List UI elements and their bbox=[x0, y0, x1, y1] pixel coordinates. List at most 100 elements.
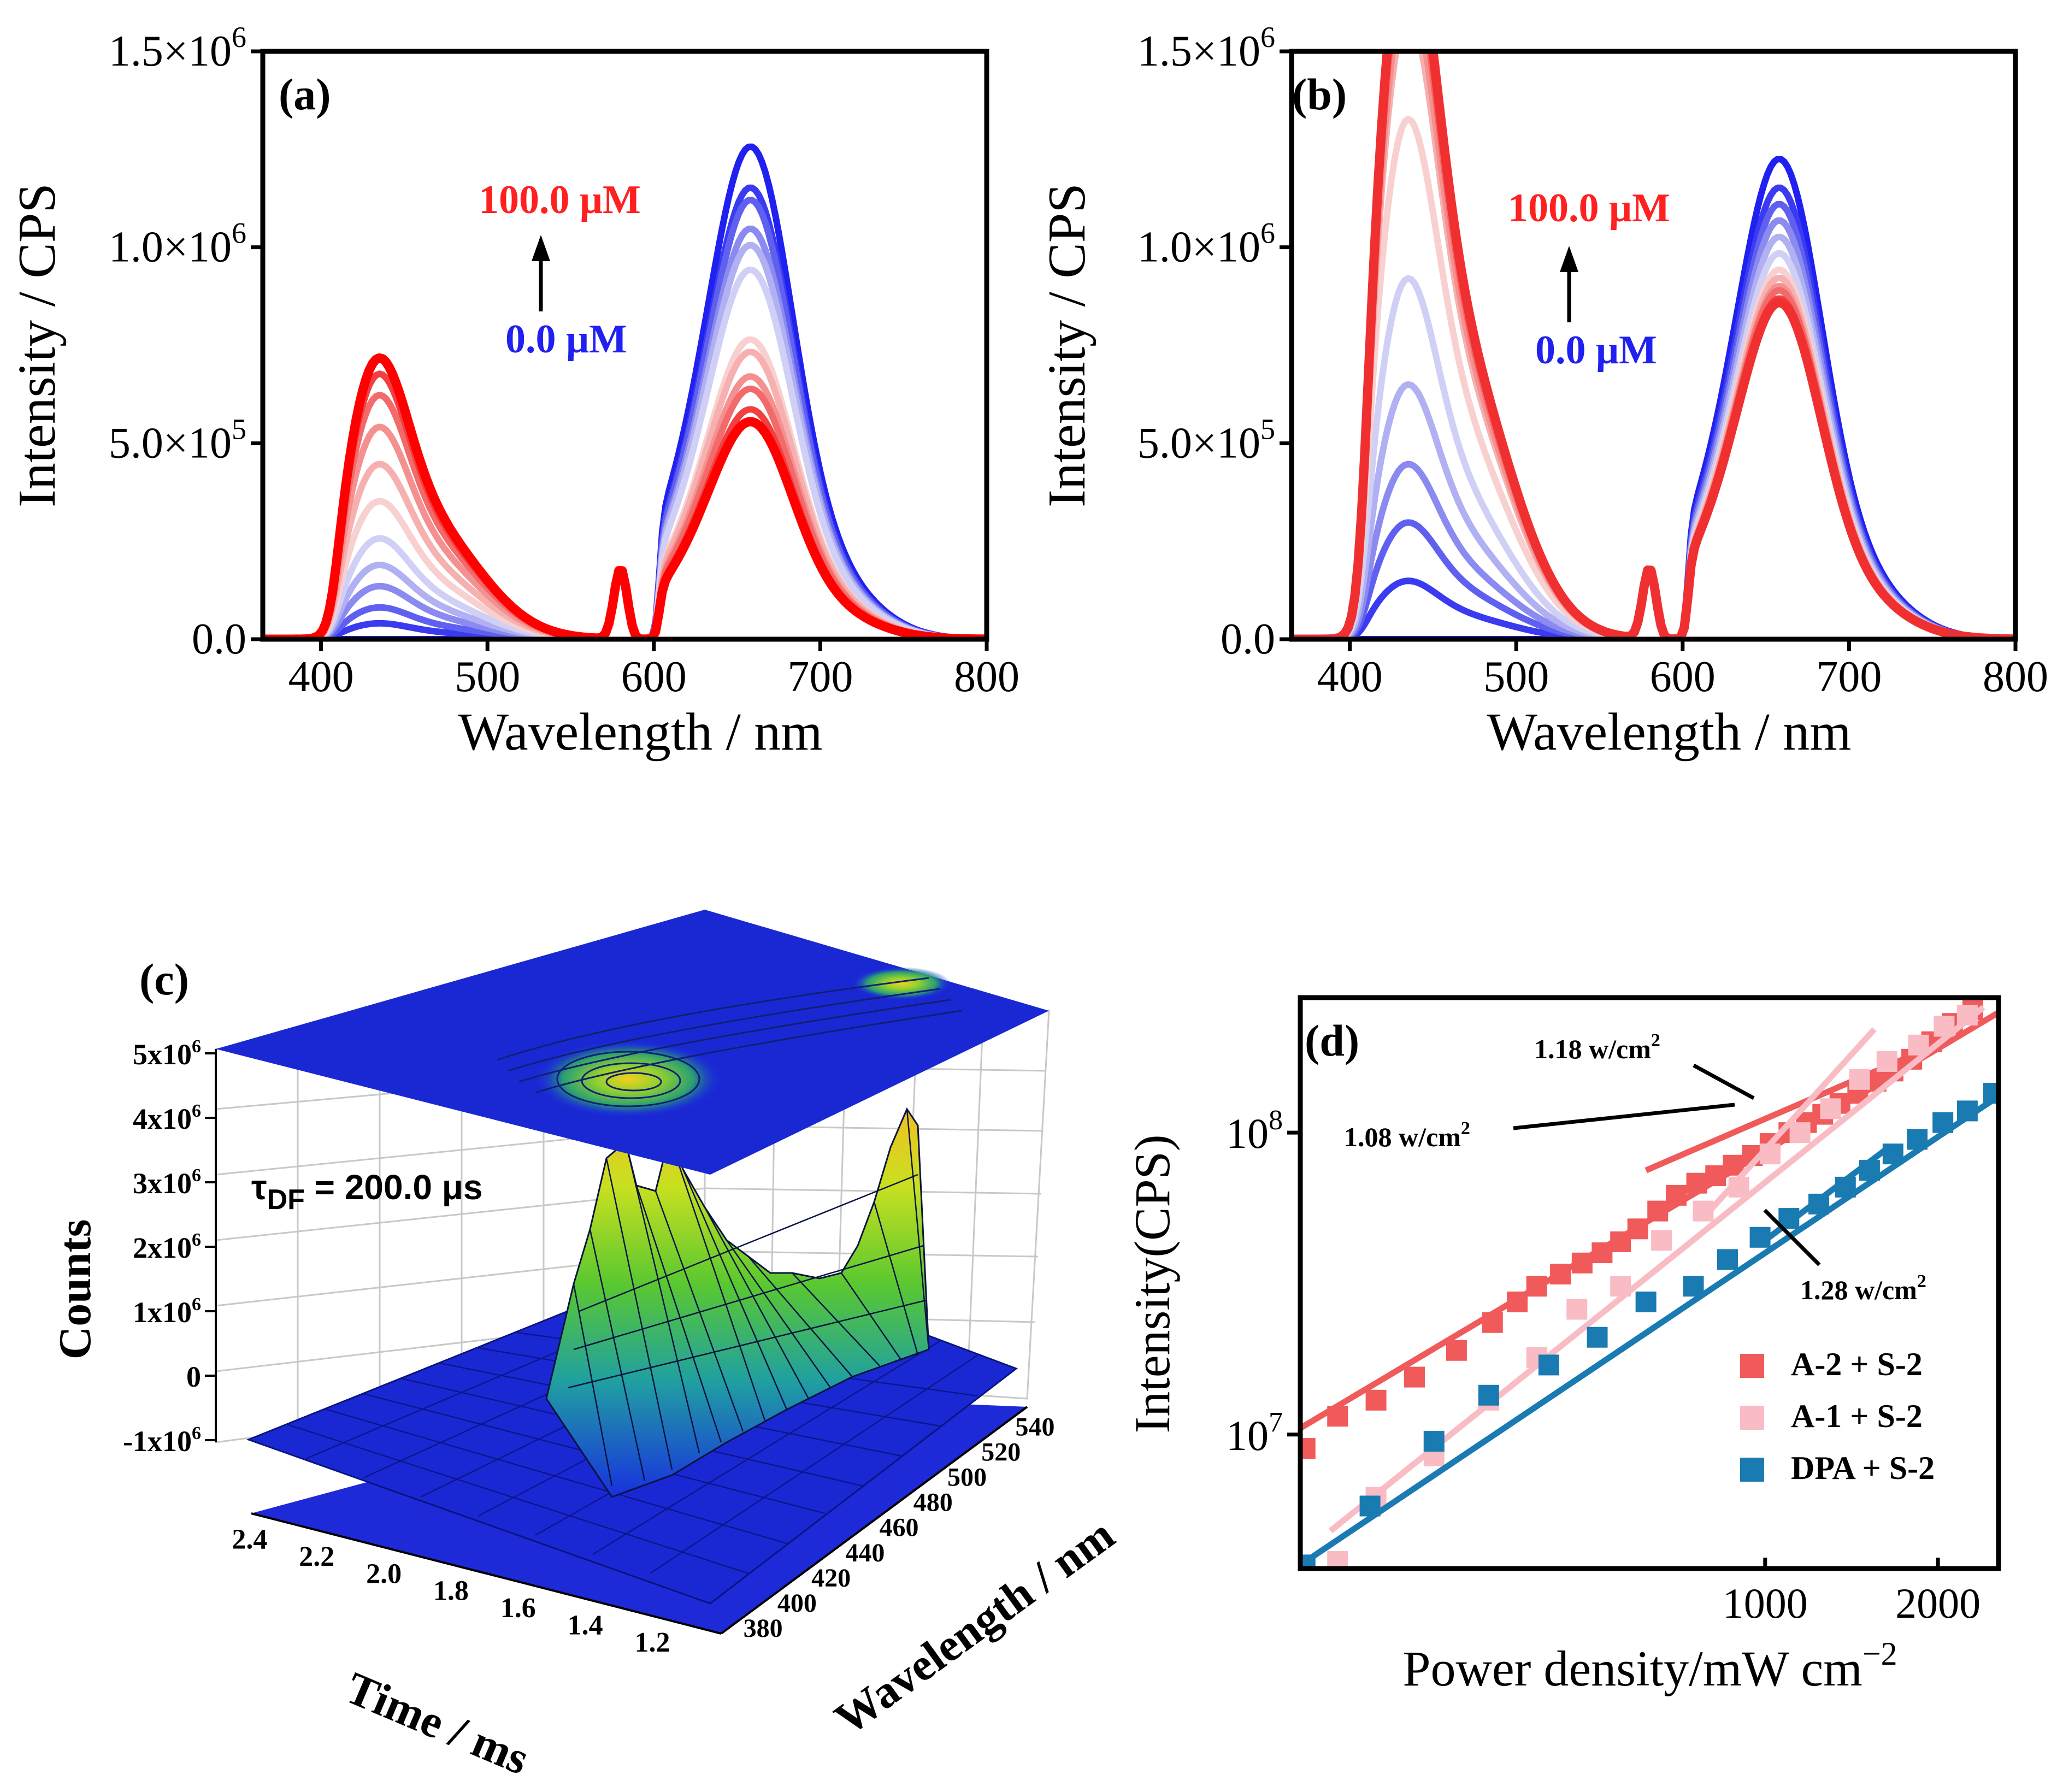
panel-d-point-dpa bbox=[1635, 1291, 1657, 1312]
panel-d-point-dpa bbox=[1983, 1083, 1999, 1104]
panel-d-point-a1 bbox=[1327, 1551, 1348, 1569]
panel-b-plot-frame bbox=[1289, 49, 2018, 642]
panel-a-y-tick-label: 1.0×106 bbox=[109, 217, 246, 272]
panel-b-x-tick-label: 700 bbox=[1816, 653, 1882, 701]
panel-d-y-tick-label: 108 bbox=[1226, 1105, 1283, 1157]
panel-b-series-group bbox=[1292, 51, 2015, 639]
panel-d-point-dpa bbox=[1749, 1227, 1771, 1248]
panel-c-z-tick-label: 1x106 bbox=[133, 1294, 201, 1329]
panel-d-point-a2 bbox=[1365, 1389, 1387, 1411]
panel-d-point-a1 bbox=[1934, 1016, 1955, 1037]
panel-d-threshold-1-28-pointer bbox=[1763, 1209, 1821, 1266]
panel-c-label: (c) bbox=[139, 954, 189, 1004]
panel-d-point-a1 bbox=[1759, 1143, 1781, 1165]
panel-d-point-a2 bbox=[1507, 1291, 1528, 1312]
panel-b-y-tick-label: 1.0×106 bbox=[1137, 217, 1275, 272]
panel-c-z-tick-mantissa: 3x10 bbox=[133, 1167, 192, 1200]
panel-b-y-axis-label: Intensity / CPS bbox=[1038, 183, 1097, 508]
panel-d-point-dpa bbox=[1300, 1554, 1316, 1569]
panel-d-label: (d) bbox=[1305, 1016, 1359, 1065]
panel-a-y-tick-label: 5.0×105 bbox=[109, 412, 246, 467]
panel-d-point-dpa bbox=[1932, 1112, 1954, 1133]
panel-b-annotation-high: 100.0 μM bbox=[1508, 186, 1670, 231]
panel-c-tau-subscript: DF bbox=[267, 1184, 305, 1216]
panel-c-wavelength-tick-label: 380 bbox=[744, 1614, 783, 1643]
panel-b-y-tick-mantissa: 5.0×10 bbox=[1137, 419, 1260, 467]
panel-a-x-tick-label: 800 bbox=[954, 653, 1019, 701]
panel-b-series-10 bbox=[1292, 51, 2014, 639]
panel-d-plot-frame bbox=[1298, 995, 2001, 1571]
panel-c-wavelength-tick-label: 420 bbox=[811, 1564, 851, 1593]
panel-b-x-tick-label: 400 bbox=[1317, 653, 1383, 701]
panel-c-z-tick-exp: 6 bbox=[192, 1230, 201, 1250]
panel-a-label: (a) bbox=[279, 69, 331, 119]
panel-a-y-tick-label: 1.5×106 bbox=[109, 21, 246, 75]
panel-d-threshold-1-08: 1.08 w/cm2 bbox=[1344, 1118, 1470, 1152]
panel-d-threshold-1-08-exp: 2 bbox=[1461, 1118, 1470, 1139]
panel-d-point-dpa bbox=[1423, 1431, 1445, 1452]
panel-b-series-12 bbox=[1292, 51, 2015, 639]
panel-c-time-axis-label: Time / ms bbox=[339, 1663, 536, 1785]
panel-d-point-dpa bbox=[1956, 1100, 1978, 1122]
panel-c-tau-value: = 200.0 μs bbox=[305, 1168, 483, 1207]
panel-c-z-tick-mantissa: -1x10 bbox=[123, 1425, 192, 1458]
panel-b-label: (b) bbox=[1292, 69, 1347, 119]
panel-c-wavelength-tick-label: 460 bbox=[880, 1513, 919, 1542]
panel-d-point-a2 bbox=[1571, 1252, 1593, 1274]
panel-d-point-a2 bbox=[1446, 1340, 1467, 1361]
panel-d-point-a2 bbox=[1647, 1200, 1669, 1222]
panel-c-time-tick-label: 2.4 bbox=[232, 1524, 267, 1555]
panel-d-x-tick-label: 1000 bbox=[1723, 1579, 1808, 1627]
panel-c-z-tick-exp: 6 bbox=[192, 1101, 201, 1121]
panel-d-point-dpa bbox=[1907, 1129, 1928, 1150]
panel-d-point-a2 bbox=[1327, 1406, 1348, 1427]
panel-d-x-tick-label: 2000 bbox=[1895, 1579, 1981, 1627]
panel-d-point-a2 bbox=[1666, 1184, 1687, 1206]
panel-d-point-a2 bbox=[1592, 1242, 1613, 1264]
panel-b-series-9 bbox=[1292, 51, 2014, 639]
panel-c-wavelength-tick-label: 500 bbox=[947, 1463, 987, 1492]
panel-d-point-a2 bbox=[1627, 1218, 1648, 1240]
panel-a-x-tick-label: 500 bbox=[455, 653, 520, 701]
panel-c-z-tick-label: -1x106 bbox=[123, 1423, 201, 1458]
panel-c-z-tick-mantissa: 1x10 bbox=[133, 1296, 192, 1329]
panel-d-point-a2 bbox=[1404, 1366, 1425, 1388]
panel-c-z-tick-mantissa: 0 bbox=[186, 1360, 201, 1393]
panel-c-z-tick-label: 5x106 bbox=[133, 1036, 201, 1071]
panel-d-y-tick-base: 10 bbox=[1226, 1412, 1269, 1459]
panel-d-y-tick-exp: 7 bbox=[1269, 1407, 1283, 1438]
panel-c-time-tick-label: 1.4 bbox=[568, 1610, 603, 1641]
panel-b-y-tick-exp: 6 bbox=[1260, 217, 1275, 250]
panel-d-point-a1 bbox=[1849, 1069, 1870, 1090]
panel-d-x-axis-label-exp: −2 bbox=[1862, 1636, 1897, 1672]
panel-b-y-tick-label: 5.0×105 bbox=[1137, 412, 1275, 467]
panel-d-point-dpa bbox=[1683, 1276, 1704, 1297]
panel-d-point-dpa bbox=[1717, 1249, 1738, 1270]
panel-d-series-group bbox=[1300, 999, 1999, 1569]
panel-c-wavelength-tick-label: 480 bbox=[913, 1488, 953, 1517]
panel-d-point-dpa bbox=[1538, 1354, 1559, 1376]
panel-c-time-tick-label: 1.6 bbox=[500, 1593, 536, 1624]
panel-a-arrow-head bbox=[532, 235, 550, 261]
panel-d-legend-marker-a2 bbox=[1740, 1354, 1764, 1378]
panel-b-x-tick-label: 600 bbox=[1650, 653, 1716, 701]
panel-a-annotation-low: 0.0 μM bbox=[505, 317, 627, 362]
panel-b-y-tick-label: 0.0 bbox=[1221, 615, 1275, 663]
panel-c-wavelength-tick-label: 400 bbox=[777, 1589, 817, 1618]
panel-d-legend-marker-dpa bbox=[1740, 1458, 1764, 1482]
panel-d-point-dpa bbox=[1859, 1160, 1880, 1181]
panel-c-time-tick-label: 2.0 bbox=[366, 1558, 402, 1589]
panel-d-point-a1 bbox=[1789, 1122, 1811, 1143]
panel-a-y-tick-mantissa: 5.0×10 bbox=[109, 419, 232, 467]
panel-b-y-tick-exp: 5 bbox=[1260, 412, 1275, 445]
panel-c-time-axis bbox=[251, 1512, 722, 1635]
panel-d-point-a2 bbox=[1300, 1438, 1316, 1459]
panel-a-x-tick-label: 700 bbox=[787, 653, 853, 701]
panel-c-top-contour-lines bbox=[497, 977, 962, 1107]
panel-d-threshold-1-18-exp: 2 bbox=[1651, 1030, 1660, 1051]
